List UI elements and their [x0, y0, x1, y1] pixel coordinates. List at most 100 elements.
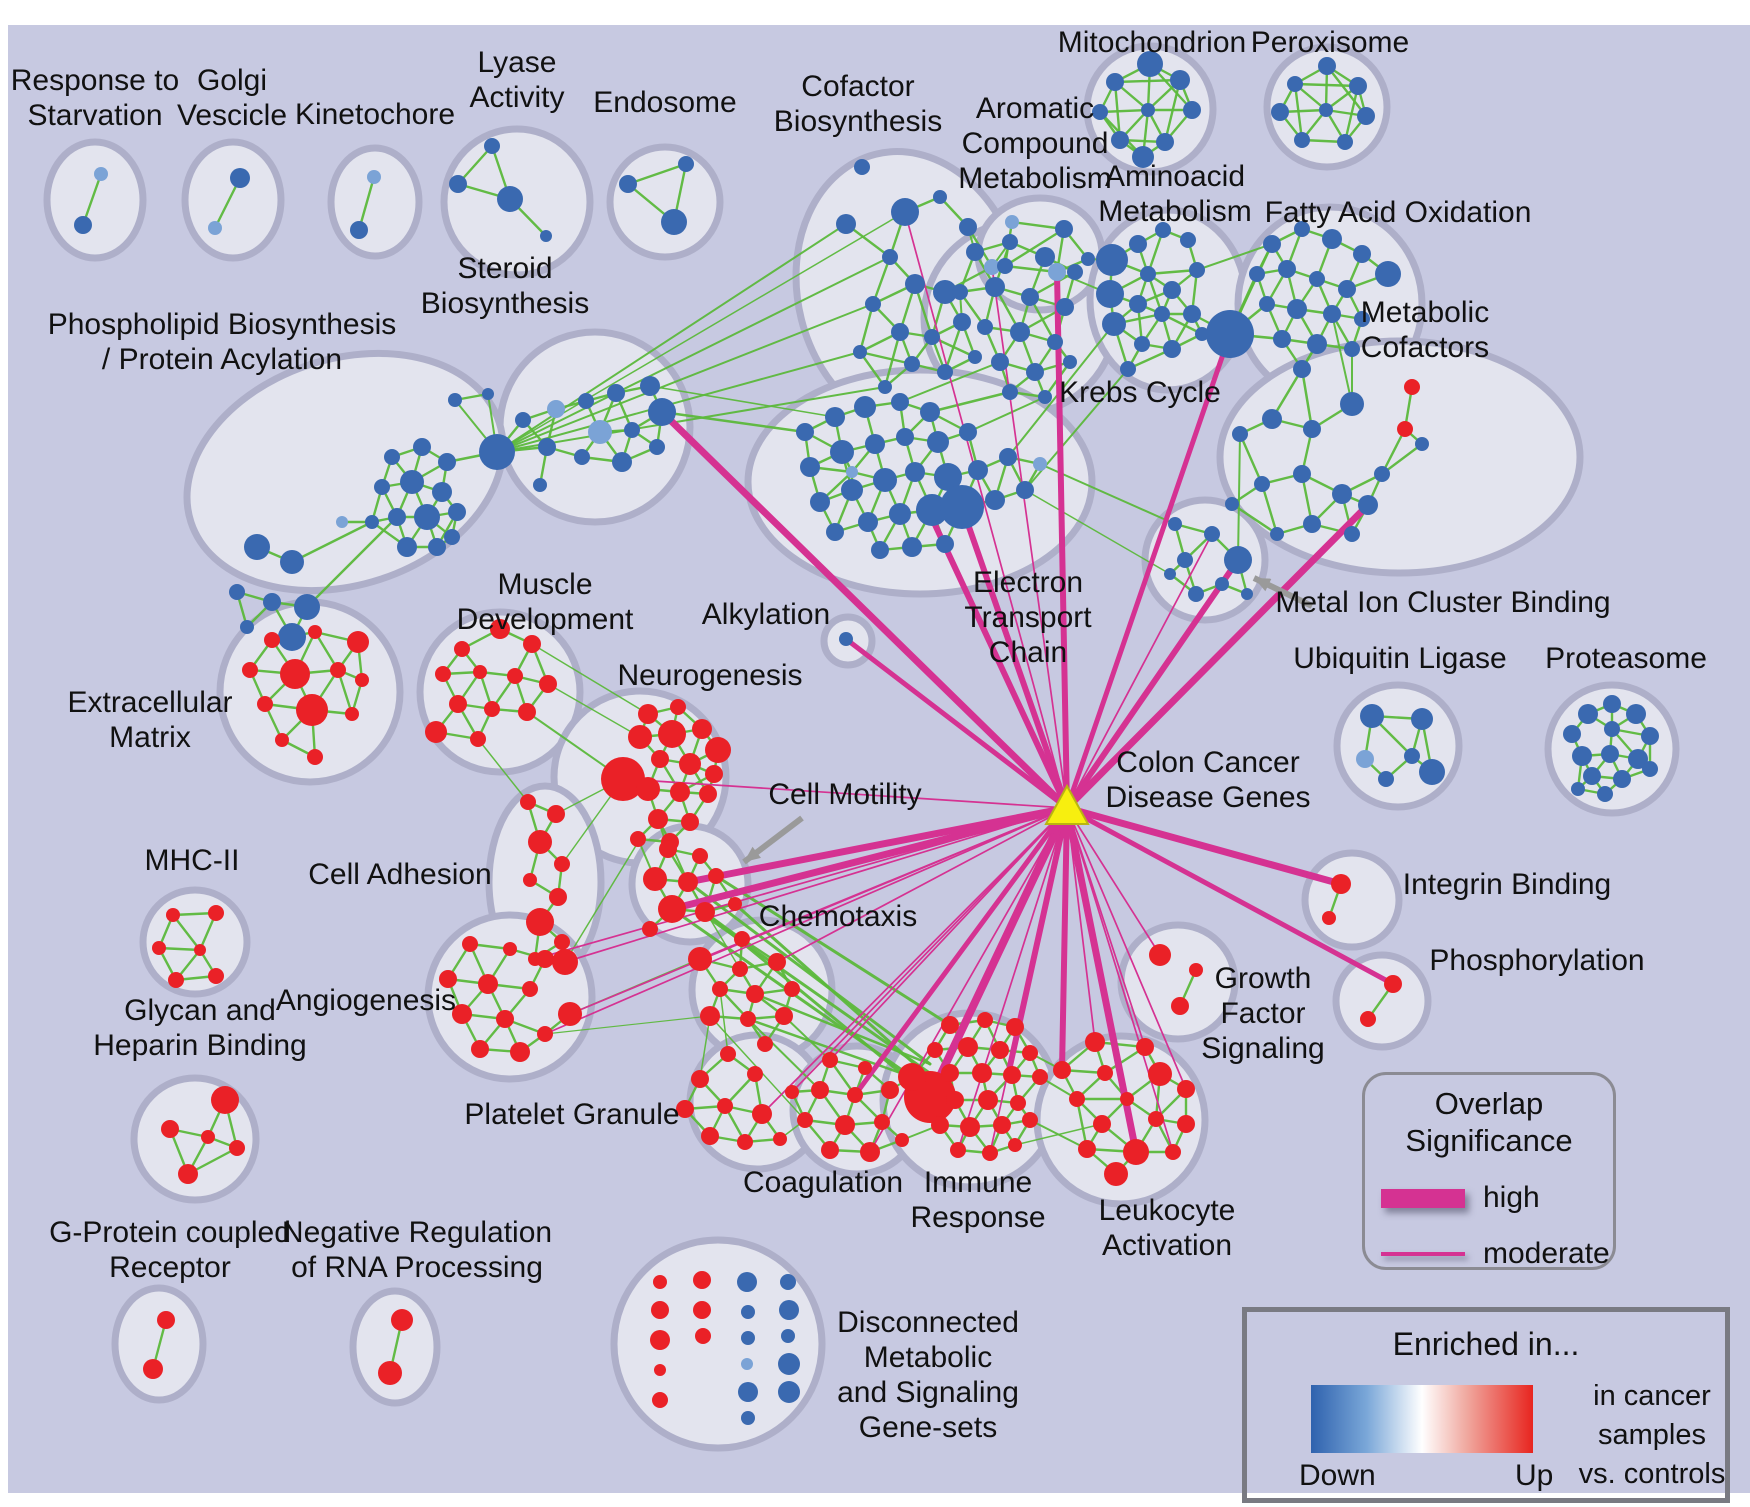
downregulated-geneset-node	[1188, 586, 1204, 602]
downregulated-geneset-node	[873, 468, 897, 492]
inter-cluster-edge	[714, 874, 952, 1027]
downregulated-geneset-node	[825, 407, 845, 427]
upregulated-geneset-node	[705, 737, 731, 763]
inter-cluster-edge	[928, 390, 1012, 414]
upregulated-geneset-node	[822, 1052, 838, 1068]
upregulated-geneset-node	[1149, 944, 1171, 966]
downregulated-geneset-node	[1597, 786, 1613, 802]
inter-cluster-edge	[719, 988, 729, 1055]
downregulated-geneset-node	[1002, 234, 1018, 250]
downregulated-geneset-node	[924, 329, 940, 345]
downregulated-geneset-node	[374, 479, 390, 495]
downregulated-geneset-node	[741, 1331, 755, 1345]
edge-phospholipid-biosynthesis	[305, 515, 399, 609]
downregulated-geneset-node	[781, 1329, 795, 1343]
label-aromatic-compound-metabolism: Aromatic Compound Metabolism	[958, 92, 1111, 195]
downregulated-geneset-node	[515, 412, 531, 428]
downregulated-geneset-node	[1163, 281, 1181, 299]
upregulated-geneset-node	[1008, 1138, 1022, 1152]
upregulated-geneset-node	[347, 631, 369, 653]
downregulated-geneset-node	[940, 485, 984, 529]
upregulated-geneset-node	[296, 694, 328, 726]
label-mhc-ii: MHC-II	[145, 844, 240, 877]
upregulated-geneset-node	[554, 856, 570, 872]
upregulated-geneset-node	[658, 895, 686, 923]
upregulated-geneset-node	[757, 1036, 773, 1052]
moderate-significance-edge	[699, 807, 1068, 960]
upregulated-geneset-node	[1022, 1112, 1038, 1128]
upregulated-geneset-node	[692, 719, 712, 739]
downregulated-geneset-node	[350, 221, 368, 239]
upregulated-geneset-node	[1010, 1095, 1026, 1111]
label-endosome: Endosome	[593, 86, 736, 119]
upregulated-geneset-node	[552, 949, 578, 975]
upregulated-geneset-node	[1177, 1115, 1195, 1133]
downregulated-geneset-node	[1360, 704, 1384, 728]
downregulated-geneset-node	[1048, 263, 1066, 281]
upregulated-geneset-node	[693, 1271, 711, 1289]
moderate-significance-edge	[1066, 533, 1213, 809]
downregulated-geneset-node	[738, 1382, 758, 1402]
downregulated-geneset-node	[479, 434, 515, 470]
upregulated-geneset-node	[1189, 963, 1203, 977]
upregulated-geneset-node	[860, 1142, 880, 1162]
downregulated-geneset-node	[916, 494, 948, 526]
upregulated-geneset-node	[547, 805, 565, 823]
upregulated-geneset-node	[518, 703, 536, 721]
downregulated-geneset-node	[278, 623, 306, 651]
downregulated-geneset-node	[1294, 132, 1310, 148]
upregulated-geneset-node	[638, 704, 658, 724]
upregulated-geneset-node	[275, 733, 289, 747]
downregulated-geneset-node	[1262, 409, 1282, 429]
downregulated-geneset-node	[1294, 221, 1310, 237]
downregulated-geneset-node	[905, 462, 925, 482]
upregulated-geneset-node	[471, 1040, 489, 1058]
inter-cluster-edge	[496, 386, 886, 453]
downregulated-geneset-node	[1263, 235, 1281, 253]
downregulated-geneset-node	[1241, 588, 1253, 600]
downregulated-geneset-node	[1026, 363, 1044, 381]
downregulated-geneset-node	[1578, 704, 1598, 724]
overlap-high-row: high	[1365, 1181, 1613, 1215]
upregulated-geneset-node	[881, 1081, 899, 1099]
downregulated-geneset-node	[1293, 360, 1311, 378]
downregulated-geneset-node	[839, 632, 853, 646]
edge-cofactor-biosynthesis	[871, 255, 892, 306]
downregulated-geneset-node	[933, 280, 957, 304]
downregulated-geneset-node	[661, 209, 687, 235]
upregulated-geneset-node	[941, 1016, 959, 1034]
downregulated-geneset-node	[891, 393, 909, 411]
upregulated-geneset-node	[208, 968, 224, 984]
upregulated-geneset-node	[652, 1392, 668, 1408]
upregulated-geneset-node	[496, 1010, 514, 1028]
cluster-kinetochore	[327, 144, 423, 260]
downregulated-geneset-node	[607, 384, 625, 402]
upregulated-geneset-node	[539, 675, 557, 693]
upregulated-geneset-node	[699, 785, 717, 803]
downregulated-geneset-node	[588, 420, 612, 444]
downregulated-geneset-node	[800, 457, 820, 477]
downregulated-geneset-node	[1353, 245, 1371, 263]
downregulated-geneset-node	[1354, 311, 1370, 327]
upregulated-geneset-node	[811, 1081, 829, 1099]
downregulated-geneset-node	[1613, 770, 1631, 788]
inter-cluster-edge	[649, 385, 836, 418]
upregulated-geneset-node	[982, 1145, 998, 1161]
downregulated-geneset-node	[1035, 247, 1055, 267]
downregulated-geneset-node	[1254, 476, 1270, 492]
cluster-response-starvation	[43, 138, 147, 262]
upregulated-geneset-node	[978, 1090, 998, 1110]
edge-cofactor-biosynthesis	[858, 350, 887, 389]
inter-cluster-edge	[531, 643, 649, 715]
upregulated-geneset-node	[1097, 1065, 1113, 1081]
upregulated-geneset-node	[977, 1012, 993, 1028]
high-significance-edge	[1064, 557, 1241, 811]
upregulated-geneset-node	[1053, 1061, 1071, 1079]
downregulated-geneset-node	[1323, 305, 1341, 323]
inter-cluster-edge	[496, 211, 906, 453]
downregulated-geneset-node	[933, 190, 947, 204]
downregulated-geneset-node	[853, 345, 867, 359]
upregulated-geneset-node	[1148, 1062, 1172, 1086]
